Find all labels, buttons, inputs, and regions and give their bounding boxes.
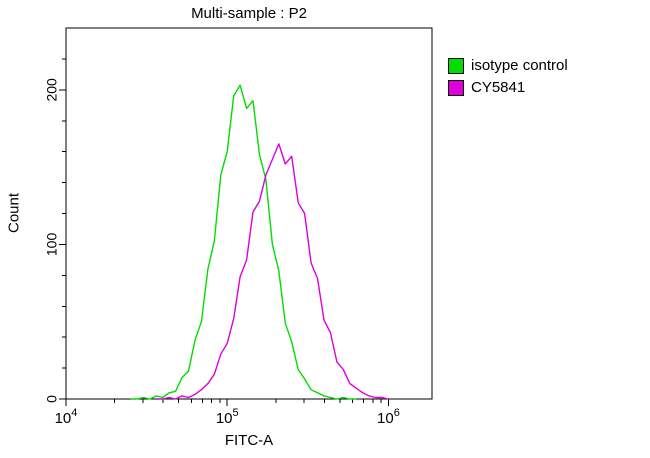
chart-title: Multi-sample : P2 (191, 5, 307, 22)
legend: isotype control CY5841 (448, 57, 568, 96)
svg-text:104: 104 (55, 407, 78, 427)
legend-item-isotype-control: isotype control (448, 57, 568, 74)
legend-item-cy5841: CY5841 (448, 79, 568, 96)
svg-text:100: 100 (43, 233, 59, 257)
svg-text:0: 0 (43, 395, 59, 403)
x-axis-label: FITC-A (224, 432, 274, 449)
isotype-control-swatch (448, 57, 464, 74)
svg-text:106: 106 (377, 407, 400, 427)
legend-label-isotype-control: isotype control (471, 57, 568, 74)
svg-text:200: 200 (43, 78, 59, 102)
y-axis-label: Count (5, 192, 23, 234)
svg-text:105: 105 (216, 407, 239, 427)
cy5841-swatch (448, 79, 464, 96)
legend-label-cy5841: CY5841 (471, 79, 526, 96)
